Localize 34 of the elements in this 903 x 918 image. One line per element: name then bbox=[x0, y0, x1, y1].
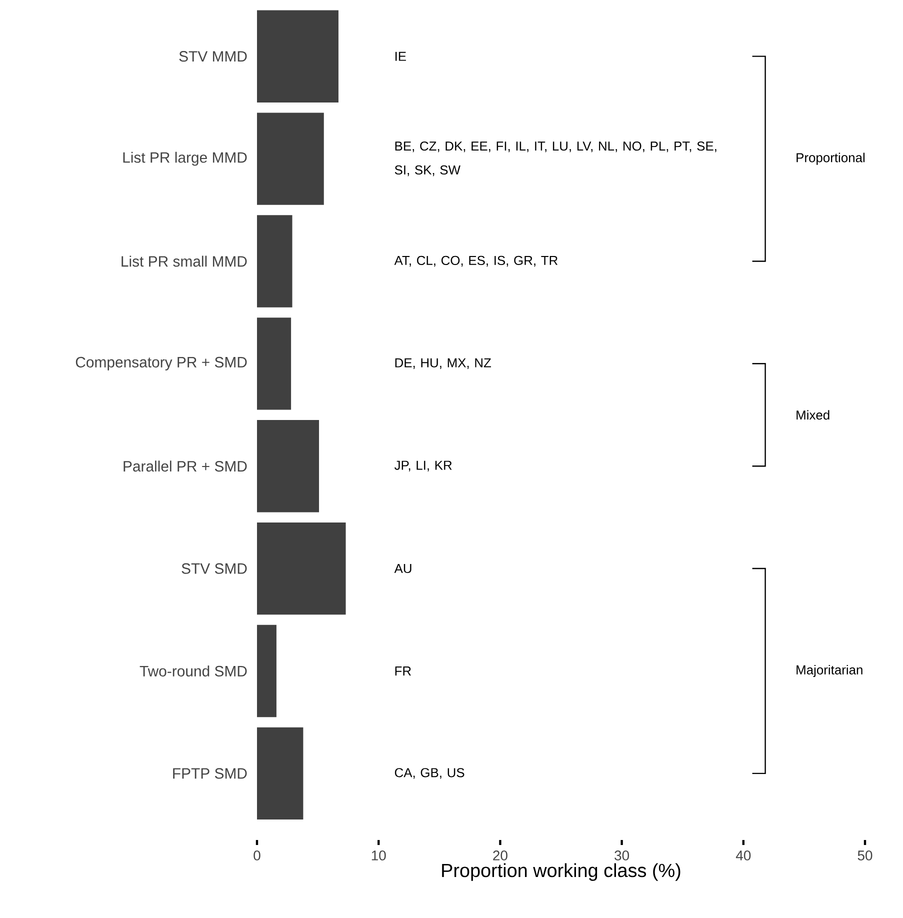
annotation: JP, LI, KR bbox=[394, 460, 452, 472]
y-tick-label: Parallel PR + SMD bbox=[124, 460, 247, 472]
bar bbox=[256, 318, 292, 410]
y-tick-label: Two-round SMD bbox=[140, 666, 247, 676]
bar bbox=[256, 215, 292, 308]
y-tick-label: List PR small MMD bbox=[122, 256, 247, 267]
y-tick-label: Compensatory PR + SMD bbox=[76, 356, 247, 370]
y-tick-label: FPTP SMD bbox=[173, 768, 247, 779]
x-tick-label: 40 bbox=[736, 850, 751, 860]
bar bbox=[256, 522, 346, 615]
bar bbox=[256, 624, 276, 718]
x-tick-label: 30 bbox=[614, 850, 630, 860]
bar bbox=[256, 727, 304, 820]
x-tick-label: 10 bbox=[372, 850, 386, 860]
annotation: AU bbox=[394, 564, 412, 574]
bar bbox=[256, 420, 320, 512]
bar bbox=[256, 112, 324, 205]
x-axis-title: Proportion working class (%) bbox=[442, 863, 680, 881]
x-tick-label: 0 bbox=[254, 850, 260, 860]
annotation: Proportional bbox=[796, 152, 865, 165]
annotation: CA, GB, US bbox=[394, 768, 464, 779]
annotation: IE bbox=[395, 52, 406, 61]
annotation: BE, CZ, DK, EE, FI, IL, IT, LU, LV, NL, NO, PL, PT, SE, SI, SK, SW bbox=[394, 141, 716, 176]
annotation: FR bbox=[395, 666, 411, 676]
annotation: Mixed bbox=[796, 410, 830, 420]
y-tick-label: STV SMD bbox=[182, 563, 247, 574]
x-tick-label: 50 bbox=[858, 850, 872, 860]
y-tick-label: List PR large MMD bbox=[123, 152, 247, 166]
annotation: Majoritarian bbox=[796, 664, 862, 678]
x-tick-label: 20 bbox=[493, 850, 508, 860]
bar bbox=[256, 10, 338, 102]
annotation: DE, HU, MX, NZ bbox=[395, 358, 491, 369]
annotation: AT, CL, CO, ES, IS, GR, TR bbox=[394, 256, 558, 267]
y-tick-label: STV MMD bbox=[179, 51, 247, 62]
